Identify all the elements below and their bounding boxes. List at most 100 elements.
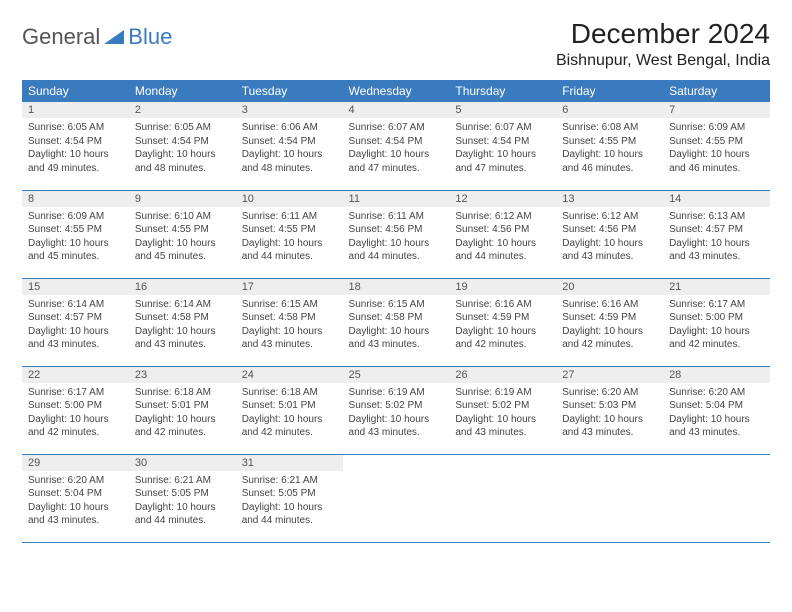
sunrise-line: Sunrise: 6:12 AM: [562, 210, 657, 224]
sunrise-line: Sunrise: 6:09 AM: [669, 121, 764, 135]
day-number: 26: [449, 367, 556, 383]
day-content: Sunrise: 6:09 AMSunset: 4:55 PMDaylight:…: [663, 118, 770, 178]
daylight-line: Daylight: 10 hours and 43 minutes.: [349, 325, 444, 352]
day-number: 28: [663, 367, 770, 383]
sunset-line: Sunset: 4:58 PM: [242, 311, 337, 325]
calendar-row: 22Sunrise: 6:17 AMSunset: 5:00 PMDayligh…: [22, 366, 770, 454]
calendar-cell-empty: [449, 454, 556, 542]
sunset-line: Sunset: 4:55 PM: [242, 223, 337, 237]
calendar-cell: 27Sunrise: 6:20 AMSunset: 5:03 PMDayligh…: [556, 366, 663, 454]
day-number: 7: [663, 102, 770, 118]
calendar-cell: 6Sunrise: 6:08 AMSunset: 4:55 PMDaylight…: [556, 102, 663, 190]
sunrise-line: Sunrise: 6:09 AM: [28, 210, 123, 224]
daylight-line: Daylight: 10 hours and 45 minutes.: [28, 237, 123, 264]
day-content: Sunrise: 6:15 AMSunset: 4:58 PMDaylight:…: [236, 295, 343, 355]
daylight-line: Daylight: 10 hours and 49 minutes.: [28, 148, 123, 175]
calendar-table: SundayMondayTuesdayWednesdayThursdayFrid…: [22, 80, 770, 543]
day-number: 6: [556, 102, 663, 118]
daylight-line: Daylight: 10 hours and 43 minutes.: [28, 501, 123, 528]
calendar-cell: 26Sunrise: 6:19 AMSunset: 5:02 PMDayligh…: [449, 366, 556, 454]
day-content: Sunrise: 6:05 AMSunset: 4:54 PMDaylight:…: [22, 118, 129, 178]
calendar-cell: 5Sunrise: 6:07 AMSunset: 4:54 PMDaylight…: [449, 102, 556, 190]
sunrise-line: Sunrise: 6:19 AM: [455, 386, 550, 400]
sunrise-line: Sunrise: 6:07 AM: [349, 121, 444, 135]
sunset-line: Sunset: 4:56 PM: [562, 223, 657, 237]
day-content: Sunrise: 6:17 AMSunset: 5:00 PMDaylight:…: [22, 383, 129, 443]
day-content: Sunrise: 6:17 AMSunset: 5:00 PMDaylight:…: [663, 295, 770, 355]
daylight-line: Daylight: 10 hours and 42 minutes.: [562, 325, 657, 352]
day-content: Sunrise: 6:16 AMSunset: 4:59 PMDaylight:…: [449, 295, 556, 355]
day-number: 11: [343, 191, 450, 207]
day-content: Sunrise: 6:08 AMSunset: 4:55 PMDaylight:…: [556, 118, 663, 178]
sunrise-line: Sunrise: 6:08 AM: [562, 121, 657, 135]
calendar-cell: 24Sunrise: 6:18 AMSunset: 5:01 PMDayligh…: [236, 366, 343, 454]
day-number: 27: [556, 367, 663, 383]
day-number: 2: [129, 102, 236, 118]
daylight-line: Daylight: 10 hours and 42 minutes.: [242, 413, 337, 440]
sunrise-line: Sunrise: 6:20 AM: [28, 474, 123, 488]
day-content: Sunrise: 6:19 AMSunset: 5:02 PMDaylight:…: [343, 383, 450, 443]
daylight-line: Daylight: 10 hours and 46 minutes.: [669, 148, 764, 175]
calendar-cell: 11Sunrise: 6:11 AMSunset: 4:56 PMDayligh…: [343, 190, 450, 278]
calendar-body: 1Sunrise: 6:05 AMSunset: 4:54 PMDaylight…: [22, 102, 770, 542]
daylight-line: Daylight: 10 hours and 48 minutes.: [242, 148, 337, 175]
sunset-line: Sunset: 4:58 PM: [135, 311, 230, 325]
sunrise-line: Sunrise: 6:18 AM: [242, 386, 337, 400]
daylight-line: Daylight: 10 hours and 43 minutes.: [242, 325, 337, 352]
day-number: 24: [236, 367, 343, 383]
calendar-cell: 23Sunrise: 6:18 AMSunset: 5:01 PMDayligh…: [129, 366, 236, 454]
daylight-line: Daylight: 10 hours and 48 minutes.: [135, 148, 230, 175]
sunrise-line: Sunrise: 6:19 AM: [349, 386, 444, 400]
weekday-header: Tuesday: [236, 80, 343, 102]
logo-triangle-icon: [104, 30, 124, 44]
weekday-header: Monday: [129, 80, 236, 102]
calendar-cell: 19Sunrise: 6:16 AMSunset: 4:59 PMDayligh…: [449, 278, 556, 366]
calendar-cell: 25Sunrise: 6:19 AMSunset: 5:02 PMDayligh…: [343, 366, 450, 454]
day-content: Sunrise: 6:05 AMSunset: 4:54 PMDaylight:…: [129, 118, 236, 178]
calendar-cell: 12Sunrise: 6:12 AMSunset: 4:56 PMDayligh…: [449, 190, 556, 278]
calendar-cell: 10Sunrise: 6:11 AMSunset: 4:55 PMDayligh…: [236, 190, 343, 278]
daylight-line: Daylight: 10 hours and 42 minutes.: [455, 325, 550, 352]
sunset-line: Sunset: 4:54 PM: [242, 135, 337, 149]
weekday-header: Wednesday: [343, 80, 450, 102]
calendar-cell: 18Sunrise: 6:15 AMSunset: 4:58 PMDayligh…: [343, 278, 450, 366]
sunrise-line: Sunrise: 6:11 AM: [349, 210, 444, 224]
calendar-cell: 14Sunrise: 6:13 AMSunset: 4:57 PMDayligh…: [663, 190, 770, 278]
location: Bishnupur, West Bengal, India: [556, 52, 770, 70]
month-title: December 2024: [556, 18, 770, 50]
header: General Blue December 2024 Bishnupur, We…: [22, 18, 770, 70]
sunset-line: Sunset: 4:54 PM: [455, 135, 550, 149]
calendar-cell: 30Sunrise: 6:21 AMSunset: 5:05 PMDayligh…: [129, 454, 236, 542]
title-block: December 2024 Bishnupur, West Bengal, In…: [556, 18, 770, 70]
day-content: Sunrise: 6:14 AMSunset: 4:57 PMDaylight:…: [22, 295, 129, 355]
sunset-line: Sunset: 5:02 PM: [349, 399, 444, 413]
sunset-line: Sunset: 4:55 PM: [28, 223, 123, 237]
day-content: Sunrise: 6:16 AMSunset: 4:59 PMDaylight:…: [556, 295, 663, 355]
calendar-cell: 3Sunrise: 6:06 AMSunset: 4:54 PMDaylight…: [236, 102, 343, 190]
sunset-line: Sunset: 4:54 PM: [349, 135, 444, 149]
sunset-line: Sunset: 4:57 PM: [669, 223, 764, 237]
sunrise-line: Sunrise: 6:17 AM: [669, 298, 764, 312]
calendar-cell: 1Sunrise: 6:05 AMSunset: 4:54 PMDaylight…: [22, 102, 129, 190]
sunrise-line: Sunrise: 6:15 AM: [349, 298, 444, 312]
sunset-line: Sunset: 5:03 PM: [562, 399, 657, 413]
calendar-cell: 28Sunrise: 6:20 AMSunset: 5:04 PMDayligh…: [663, 366, 770, 454]
calendar-row: 15Sunrise: 6:14 AMSunset: 4:57 PMDayligh…: [22, 278, 770, 366]
calendar-cell: 21Sunrise: 6:17 AMSunset: 5:00 PMDayligh…: [663, 278, 770, 366]
sunrise-line: Sunrise: 6:14 AM: [135, 298, 230, 312]
day-content: Sunrise: 6:09 AMSunset: 4:55 PMDaylight:…: [22, 207, 129, 267]
calendar-cell: 13Sunrise: 6:12 AMSunset: 4:56 PMDayligh…: [556, 190, 663, 278]
day-number: 3: [236, 102, 343, 118]
day-content: Sunrise: 6:12 AMSunset: 4:56 PMDaylight:…: [449, 207, 556, 267]
sunset-line: Sunset: 5:00 PM: [28, 399, 123, 413]
daylight-line: Daylight: 10 hours and 44 minutes.: [455, 237, 550, 264]
day-number: 30: [129, 455, 236, 471]
calendar-row: 29Sunrise: 6:20 AMSunset: 5:04 PMDayligh…: [22, 454, 770, 542]
day-number: 21: [663, 279, 770, 295]
day-content: Sunrise: 6:11 AMSunset: 4:55 PMDaylight:…: [236, 207, 343, 267]
day-content: Sunrise: 6:07 AMSunset: 4:54 PMDaylight:…: [343, 118, 450, 178]
calendar-cell: 4Sunrise: 6:07 AMSunset: 4:54 PMDaylight…: [343, 102, 450, 190]
daylight-line: Daylight: 10 hours and 43 minutes.: [669, 413, 764, 440]
calendar-header-row: SundayMondayTuesdayWednesdayThursdayFrid…: [22, 80, 770, 102]
calendar-cell: 17Sunrise: 6:15 AMSunset: 4:58 PMDayligh…: [236, 278, 343, 366]
